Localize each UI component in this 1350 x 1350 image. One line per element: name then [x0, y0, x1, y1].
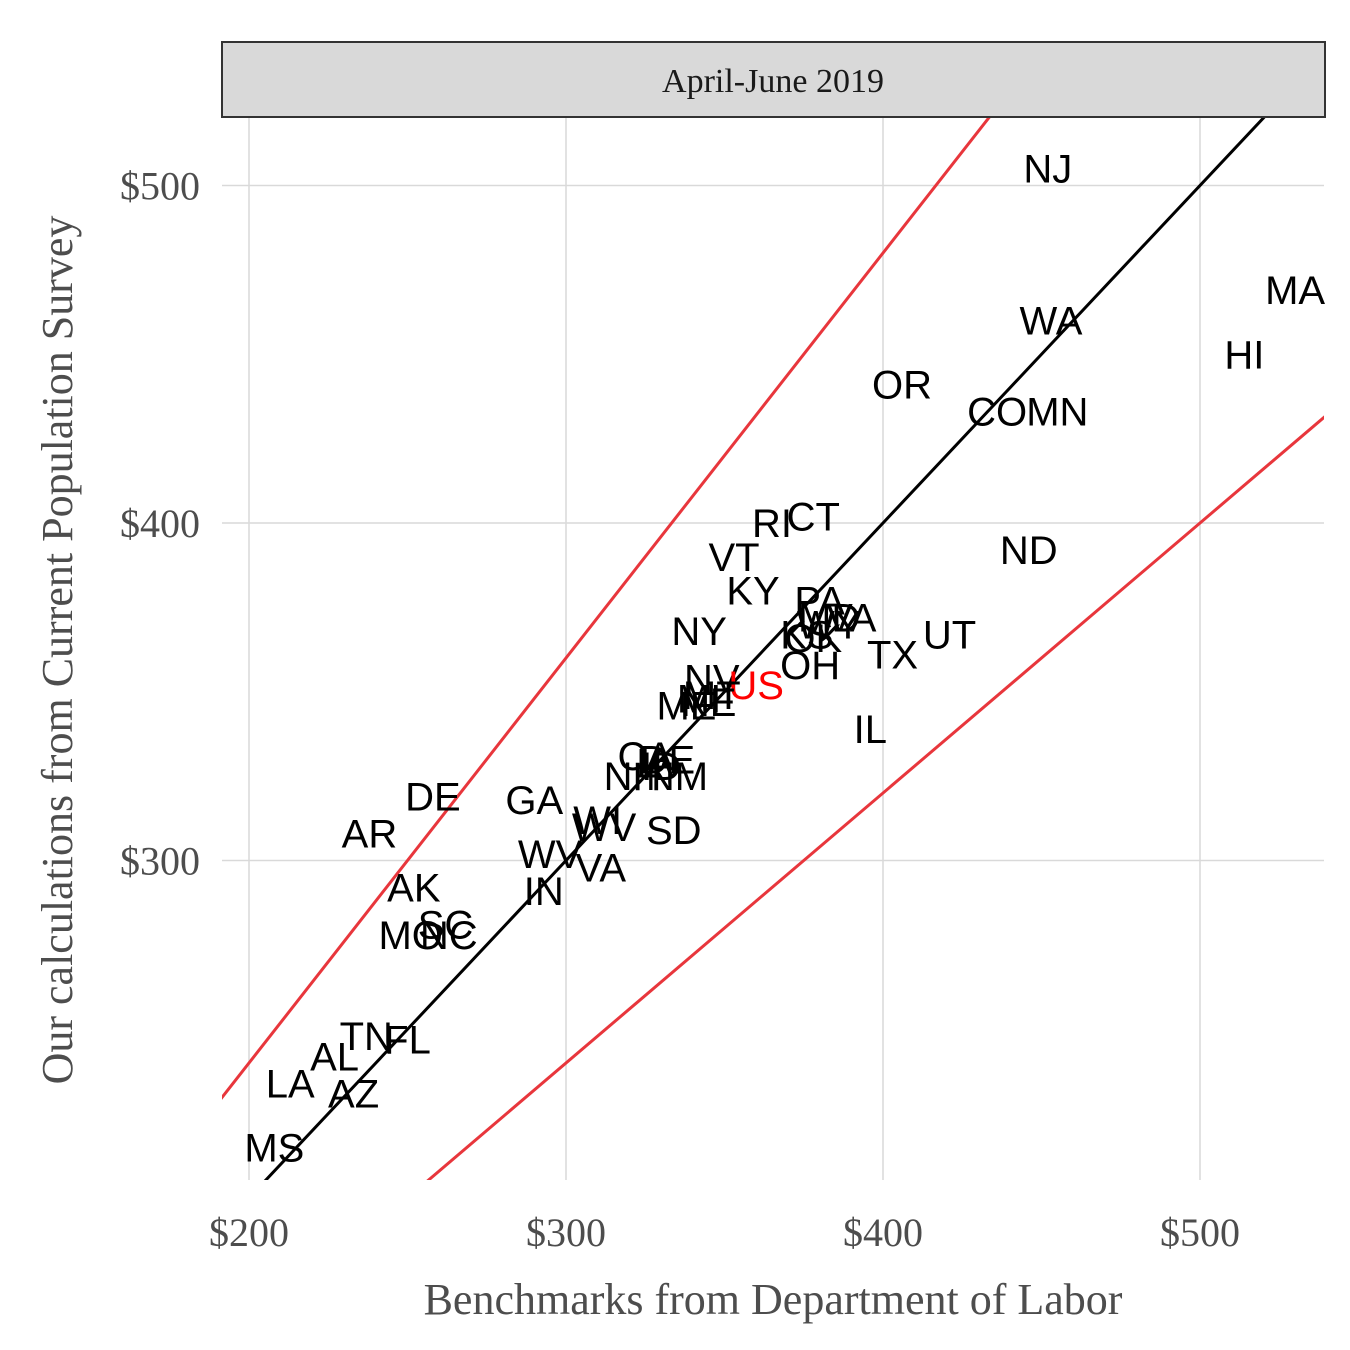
state-point-ms-53: MS [244, 1126, 304, 1170]
state-point-oh-21: OH [780, 644, 840, 688]
state-point-la-51: LA [266, 1062, 315, 1106]
facet-label: April-June 2019 [662, 63, 884, 100]
state-point-ks-18: KS [780, 613, 833, 657]
state-point-wa-2: WA [1020, 300, 1083, 344]
state-point-il-28: IL [854, 708, 887, 752]
y-tick-label-0: $300 [120, 839, 200, 884]
state-point-nj-0: NJ [1023, 148, 1072, 192]
state-point-nc-47: NC [420, 914, 478, 958]
state-point-me-24: ME [656, 684, 716, 728]
facet-strip [221, 41, 1326, 118]
state-point-ok-19: OK [784, 617, 842, 661]
y-axis-title: Our calculations from Current Population… [33, 216, 82, 1085]
state-point-ca-29: CA [617, 735, 673, 779]
panel-background [222, 118, 1324, 1180]
x-tick-label-3: $500 [1160, 1210, 1240, 1255]
state-point-mt-27: MT [683, 674, 741, 718]
state-point-sd-39: SD [646, 809, 702, 853]
state-point-ak-43: AK [387, 867, 441, 911]
state-point-nh-33: NH [604, 755, 662, 799]
reference-line-identity [263, 118, 1266, 1180]
state-point-id-31: ID [641, 745, 681, 789]
reference-line-lower [426, 415, 1324, 1180]
state-point-nm-34: NM [646, 755, 708, 799]
state-point-nd-9: ND [1000, 529, 1058, 573]
state-point-ma-1: MA [1265, 269, 1325, 313]
state-point-wy-14: WY [797, 603, 861, 647]
state-point-al-50: AL [310, 1035, 359, 1079]
state-point-wv-38: WV [572, 806, 637, 850]
state-point-vt-10: VT [708, 536, 759, 580]
state-point-or-4: OR [872, 364, 932, 408]
state-point-ny-17: NY [671, 610, 727, 654]
state-point-sc-45: SC [418, 904, 474, 948]
state-point-de-32: DE [640, 738, 696, 782]
state-point-hi-3: HI [1224, 333, 1264, 377]
state-point-tx-20: TX [867, 634, 918, 678]
state-point-in-44: IN [524, 870, 564, 914]
y-tick-label-2: $500 [120, 164, 200, 209]
state-point-co-5: CO [967, 391, 1027, 435]
state-point-ia-30: IA [636, 742, 674, 786]
state-point-wi-37: WI [573, 799, 622, 843]
state-point-mn-6: MN [1026, 391, 1088, 435]
state-point-az-52: AZ [328, 1072, 379, 1116]
x-tick-label-0: $200 [209, 1210, 289, 1255]
y-axis-ticks: $300 $400 $500 [120, 164, 200, 884]
state-point-ne-26: NE [681, 681, 737, 725]
reference-lines [222, 118, 1324, 1180]
state-point-nv-22: NV [684, 657, 740, 701]
x-tick-label-1: $300 [526, 1210, 606, 1255]
state-point-ar-40: AR [342, 813, 398, 857]
grid [222, 118, 1324, 1180]
state-point-va-42: VA [576, 846, 627, 890]
y-tick-label-1: $400 [120, 501, 200, 546]
state-point-md-13: MD [798, 597, 860, 641]
state-point-ky-11: KY [726, 570, 779, 614]
state-point-va-15: VA [826, 597, 877, 641]
x-axis-ticks: $200 $300 $400 $500 [209, 1210, 1240, 1255]
state-point-us-23: US [728, 664, 784, 708]
reference-line-upper [222, 118, 991, 1100]
state-point-ga-36: GA [505, 779, 563, 823]
state-point-ut-16: UT [923, 613, 976, 657]
state-point-ct-8: CT [787, 495, 840, 539]
state-point-wv-41: WV [518, 833, 583, 877]
state-point-mi-25: MI [677, 678, 721, 722]
state-point-pa-12: PA [794, 580, 845, 624]
state-point-mo-46: MO [378, 914, 442, 958]
state-point-de-35: DE [405, 775, 461, 819]
state-point-tn-48: TN [340, 1015, 393, 1059]
x-tick-label-2: $400 [843, 1210, 923, 1255]
state-point-ri-7: RI [752, 502, 792, 546]
x-axis-title: Benchmarks from Department of Labor [424, 1275, 1123, 1324]
state-point-fl-49: FL [384, 1018, 431, 1062]
